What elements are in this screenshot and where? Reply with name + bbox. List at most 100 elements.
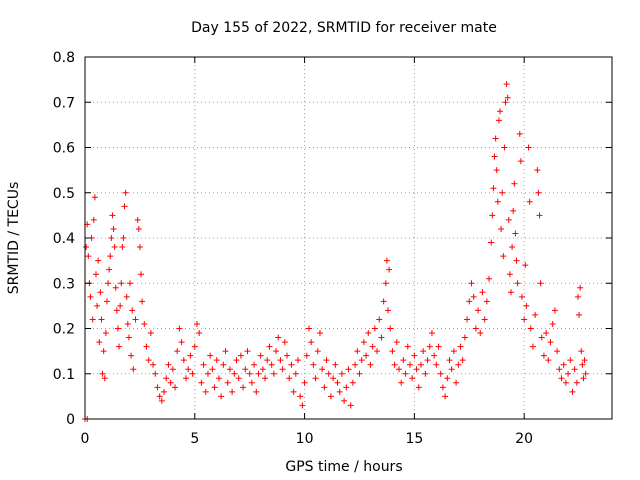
data-point [198,379,205,386]
data-point [193,320,200,327]
x-tick-label: 20 [515,431,533,447]
data-point [437,370,444,377]
data-point [517,158,524,165]
data-point [154,384,161,391]
data-point [92,271,99,278]
data-point [215,375,222,382]
data-point [554,348,561,355]
data-point [135,225,142,232]
data-point [172,384,179,391]
data-point [292,370,299,377]
data-point [110,225,117,232]
data-point [468,280,475,287]
data-point [297,393,304,400]
data-point [150,361,157,368]
data-point [303,352,310,359]
data-point [111,244,118,251]
data-point [521,316,528,323]
data-point [543,330,550,337]
tick-labels: 0 0.1 0.2 0.3 0.4 0.5 0.6 0.7 0.8 0 5 10 15 20 [53,50,533,447]
data-point [444,375,451,382]
data-point [488,239,495,246]
data-point [163,375,170,382]
data-point [251,361,258,368]
data-point [253,388,260,395]
data-point [211,384,218,391]
data-point [246,370,253,377]
data-point [319,366,326,373]
data-point [305,325,312,332]
data-points [82,81,589,422]
data-point [483,298,490,305]
data-point [91,194,98,201]
data-point [127,280,134,287]
data-point [106,266,113,273]
data-point [174,348,181,355]
data-point [308,339,315,346]
data-point [266,343,273,350]
data-point [334,379,341,386]
data-point [424,357,431,364]
y-tick-label: 0.8 [53,50,75,66]
data-point [95,257,102,264]
data-point [472,325,479,332]
data-point [349,379,356,386]
data-point [275,334,282,341]
x-tick-label: 0 [81,431,90,447]
data-point [147,330,154,337]
data-point [391,361,398,368]
data-point [141,320,148,327]
y-axis-label: SRMTID / TECUs [6,182,22,295]
data-point [549,320,556,327]
data-point [494,198,501,205]
data-point [365,330,372,337]
data-point [376,316,383,323]
data-point [411,352,418,359]
data-point [178,339,185,346]
data-point [137,271,144,278]
data-point [464,316,471,323]
data-point [540,352,547,359]
data-point [479,289,486,296]
data-point [558,375,565,382]
data-point [396,366,403,373]
data-point [220,361,227,368]
data-point [259,366,266,373]
data-point [270,370,277,377]
data-point [273,348,280,355]
data-point [97,289,104,296]
data-point [200,361,207,368]
data-point [358,357,365,364]
data-point [367,361,374,368]
data-point [176,325,183,332]
data-point [185,366,192,373]
data-point [90,216,97,223]
data-point [492,135,499,142]
data-point [578,348,585,355]
data-point [551,307,558,314]
data-point [281,339,288,346]
plot-frame [84,56,613,420]
data-point [330,375,337,382]
data-point [406,361,413,368]
data-point [453,379,460,386]
y-tick-label: 0.2 [53,322,75,338]
data-point [187,352,194,359]
data-point [130,366,137,373]
data-point [506,271,513,278]
data-point [457,343,464,350]
data-point [569,388,576,395]
data-point [107,253,114,260]
data-point [332,361,339,368]
data-point [279,366,286,373]
data-point [122,189,129,196]
data-point [268,361,275,368]
data-point [121,203,128,210]
data-point [242,366,249,373]
data-point [240,384,247,391]
axis-ticks [84,56,612,420]
data-point [277,357,284,364]
data-point [571,366,578,373]
data-point [345,366,352,373]
data-point [518,293,525,300]
